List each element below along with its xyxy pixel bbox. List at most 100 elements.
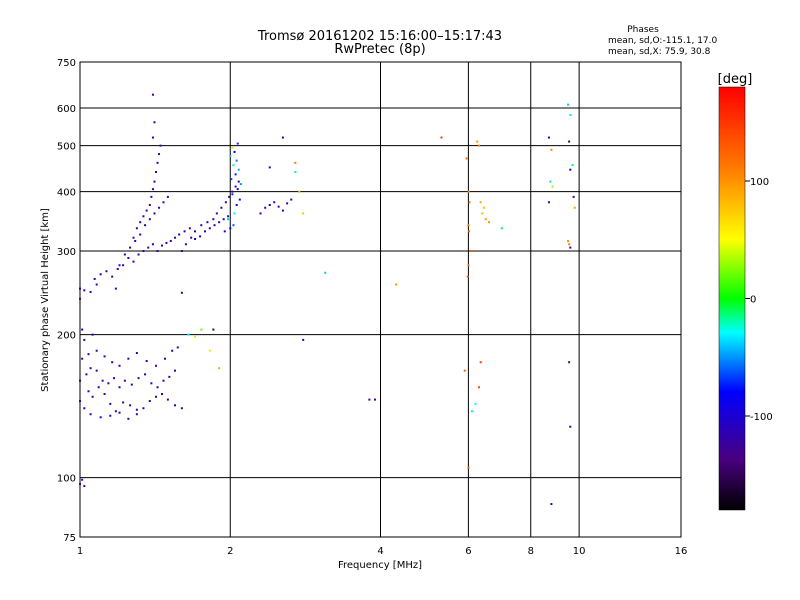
data-point bbox=[180, 407, 183, 410]
data-point bbox=[79, 287, 81, 290]
data-point bbox=[144, 373, 147, 376]
data-point bbox=[470, 410, 473, 413]
data-point bbox=[173, 236, 176, 239]
data-point bbox=[166, 195, 169, 198]
data-point bbox=[147, 246, 150, 249]
data-point bbox=[81, 357, 84, 360]
stats-line-o: mean, sd,O:-115.1, 17.0 bbox=[608, 36, 718, 46]
y-tick-label: 400 bbox=[57, 188, 76, 199]
data-point bbox=[569, 168, 572, 171]
data-point bbox=[79, 297, 81, 300]
data-point bbox=[569, 246, 572, 249]
data-point bbox=[567, 103, 570, 106]
data-point bbox=[488, 221, 491, 224]
data-point bbox=[83, 485, 86, 488]
data-point bbox=[153, 180, 156, 183]
data-point bbox=[148, 400, 151, 403]
data-point bbox=[222, 218, 225, 221]
data-point bbox=[569, 425, 572, 428]
data-point bbox=[122, 264, 125, 267]
data-point bbox=[233, 150, 236, 153]
data-point bbox=[194, 238, 197, 241]
data-point bbox=[374, 398, 377, 401]
y-tick-label: 600 bbox=[57, 104, 76, 115]
y-axis-label: Stationary phase Virtual Height [km] bbox=[40, 208, 51, 392]
data-point bbox=[178, 233, 181, 236]
data-point bbox=[200, 328, 203, 331]
data-point bbox=[87, 353, 90, 356]
data-point bbox=[161, 393, 164, 396]
data-point bbox=[231, 190, 234, 193]
data-point bbox=[232, 164, 235, 167]
data-points bbox=[79, 93, 576, 506]
data-point bbox=[230, 178, 233, 181]
data-point bbox=[190, 236, 193, 239]
data-point bbox=[169, 239, 172, 242]
data-point bbox=[134, 239, 137, 242]
data-point bbox=[223, 230, 226, 233]
data-point bbox=[150, 195, 153, 198]
data-point bbox=[151, 243, 154, 246]
data-point bbox=[135, 408, 138, 411]
stats-heading: Phases bbox=[627, 25, 659, 35]
colorbar-tick-label: 100 bbox=[750, 177, 769, 188]
data-point bbox=[123, 253, 126, 256]
data-point bbox=[233, 212, 236, 215]
data-point bbox=[220, 206, 223, 209]
data-point bbox=[139, 233, 142, 236]
data-point bbox=[484, 218, 487, 221]
data-point bbox=[477, 386, 480, 389]
data-point bbox=[173, 369, 176, 372]
data-point bbox=[440, 136, 443, 139]
data-point bbox=[235, 203, 238, 206]
data-point bbox=[132, 260, 135, 263]
y-tick-label: 75 bbox=[63, 533, 76, 544]
data-point bbox=[277, 205, 280, 208]
y-tick-label: 750 bbox=[57, 58, 76, 69]
data-point bbox=[467, 190, 470, 193]
data-point bbox=[137, 253, 140, 256]
data-point bbox=[208, 349, 211, 352]
data-point bbox=[127, 357, 130, 360]
data-point bbox=[127, 417, 130, 420]
data-point bbox=[103, 355, 106, 358]
data-point bbox=[268, 203, 271, 206]
data-point bbox=[158, 206, 161, 209]
data-point bbox=[99, 273, 102, 276]
data-point bbox=[91, 395, 94, 398]
x-tick-label: 10 bbox=[573, 546, 586, 557]
data-point bbox=[474, 402, 477, 405]
data-point bbox=[368, 398, 371, 401]
data-point bbox=[159, 144, 162, 147]
y-tick-label: 300 bbox=[57, 247, 76, 258]
data-point bbox=[83, 338, 86, 341]
data-point bbox=[227, 215, 230, 218]
data-point bbox=[111, 275, 114, 278]
y-tick-label: 100 bbox=[57, 474, 76, 485]
data-point bbox=[129, 246, 132, 249]
data-point bbox=[290, 198, 293, 201]
data-point bbox=[298, 190, 301, 193]
data-point bbox=[199, 235, 202, 238]
x-tick-label: 8 bbox=[528, 546, 534, 557]
data-point bbox=[479, 361, 482, 364]
data-point bbox=[130, 383, 133, 386]
data-point bbox=[83, 289, 86, 292]
data-point bbox=[324, 271, 327, 274]
data-point bbox=[150, 382, 153, 385]
data-point bbox=[237, 168, 240, 171]
data-point bbox=[93, 277, 96, 280]
data-point bbox=[229, 227, 232, 230]
data-point bbox=[99, 416, 102, 419]
data-point bbox=[95, 349, 98, 352]
data-point bbox=[176, 346, 179, 349]
data-point bbox=[145, 209, 148, 212]
data-point bbox=[165, 241, 168, 244]
data-point bbox=[158, 153, 161, 156]
data-point bbox=[113, 377, 116, 380]
data-point bbox=[232, 224, 235, 227]
data-point bbox=[105, 270, 108, 273]
data-point bbox=[123, 379, 126, 382]
y-axis-ticks: 75 100 200 300 400 500 600 750 bbox=[57, 58, 76, 544]
data-point bbox=[234, 185, 237, 188]
